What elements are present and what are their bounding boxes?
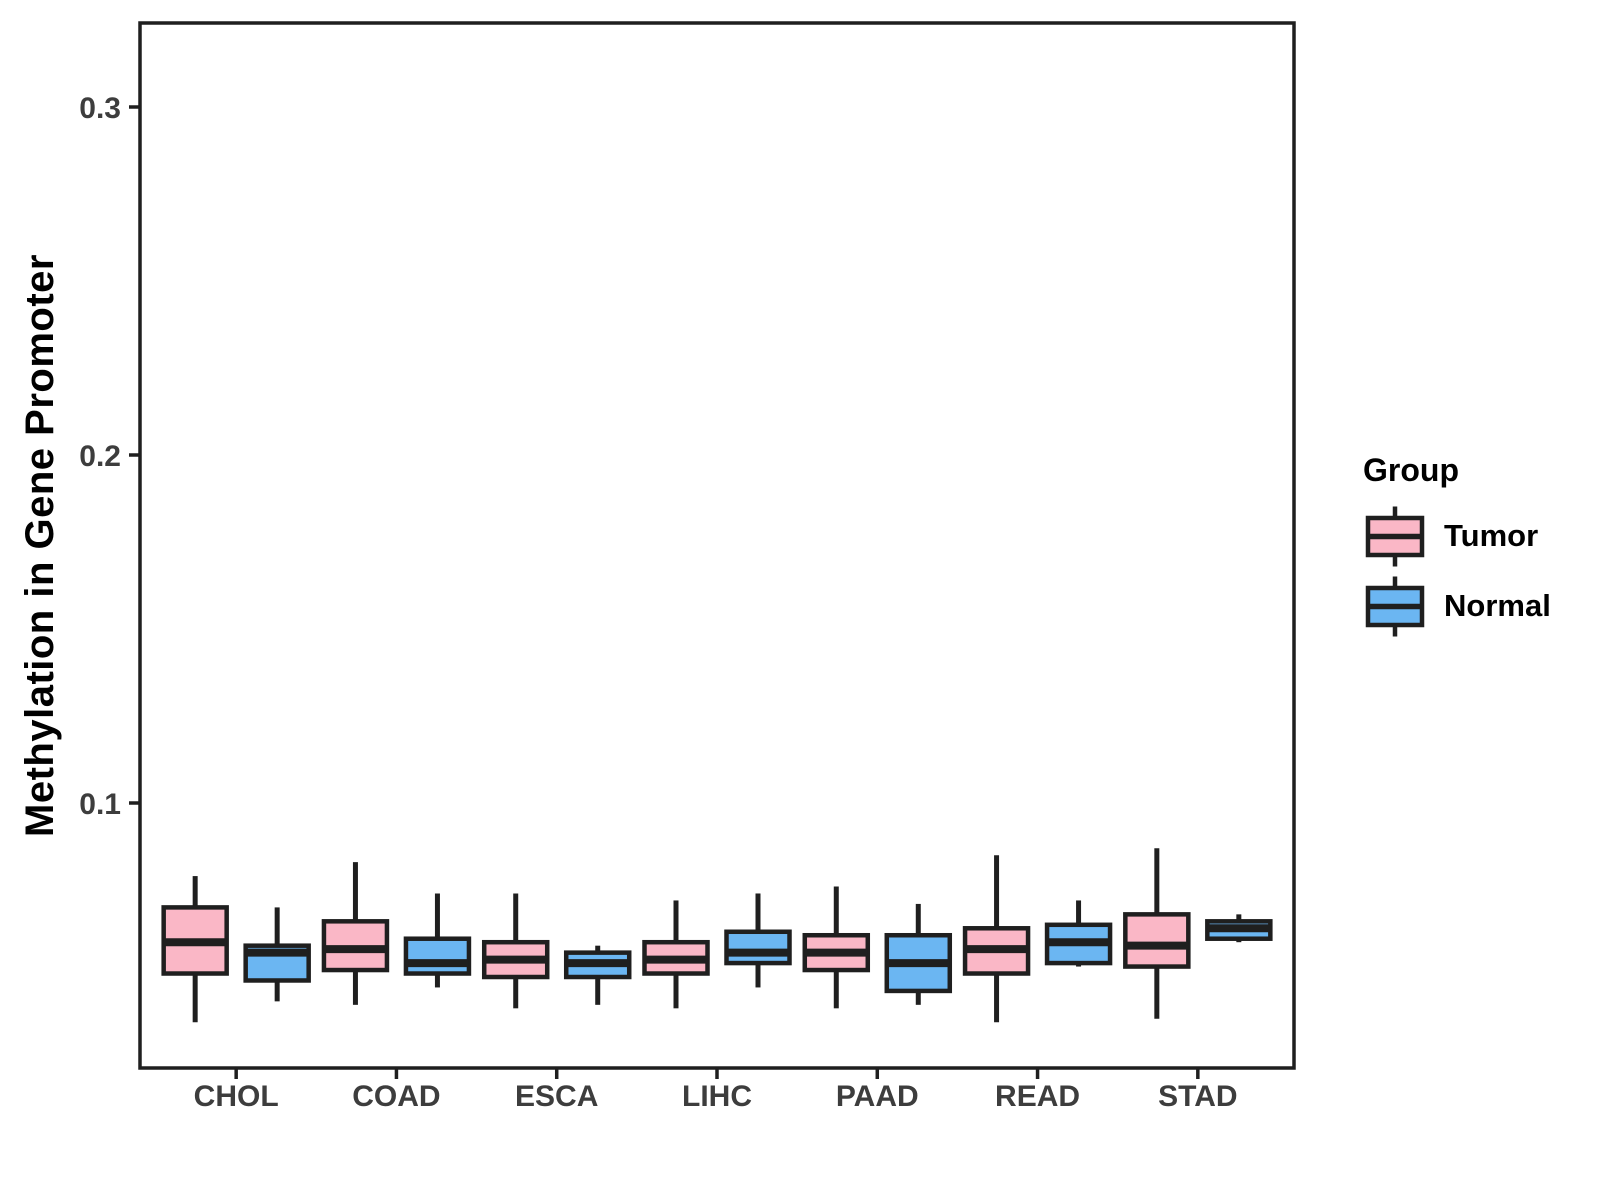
x-tick-label-ESCA: ESCA — [515, 1080, 598, 1113]
x-tick-label-READ: READ — [995, 1080, 1080, 1113]
legend-label-tumor: Tumor — [1444, 518, 1539, 553]
box-LIHC-Normal — [724, 929, 792, 966]
box-COAD-Normal — [403, 936, 472, 976]
x-tick-label-STAD: STAD — [1158, 1080, 1237, 1113]
box-STAD-Tumor — [1123, 912, 1191, 969]
x-tick-label-LIHC: LIHC — [682, 1080, 752, 1113]
x-tick-label-CHOL: CHOL — [194, 1080, 279, 1113]
panel-border — [138, 21, 1296, 1070]
x-tick-label-COAD: COAD — [352, 1080, 440, 1113]
y-tick-label-0.3: 0.3 — [79, 92, 121, 125]
legend-title: Group — [1363, 452, 1459, 488]
y-tick-label-0.1: 0.1 — [79, 788, 121, 821]
y-tick-label-0.2: 0.2 — [79, 440, 121, 473]
x-tick-label-PAAD: PAAD — [836, 1080, 919, 1113]
legend-label-normal: Normal — [1444, 588, 1551, 623]
